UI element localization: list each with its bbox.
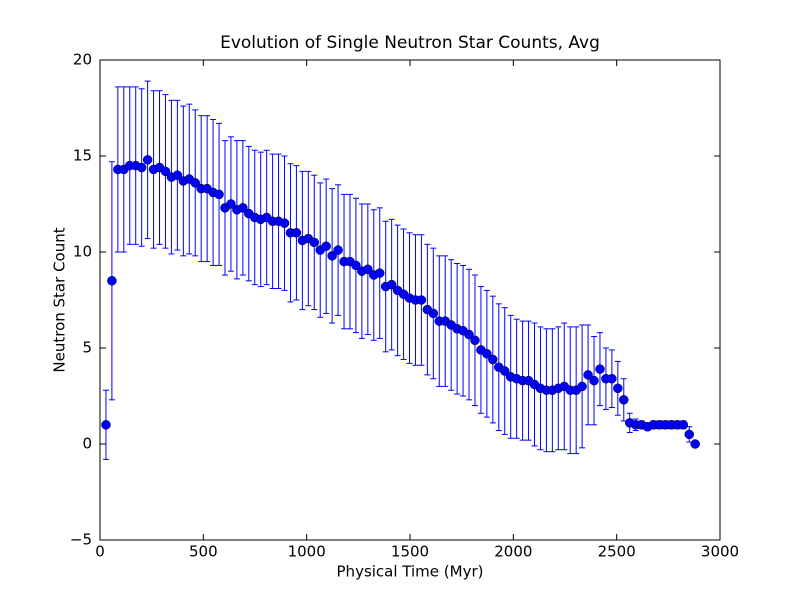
y-tick-label: 5 [82,339,92,357]
x-tick-label: 2500 [598,543,636,561]
y-tick-label: 10 [73,243,92,261]
point [214,189,224,200]
point [607,373,617,384]
x-tick-label: 1000 [288,543,326,561]
point [678,420,689,430]
point [464,329,474,340]
point [351,260,361,271]
point [363,264,373,275]
point [690,439,700,449]
point [619,395,629,405]
point [309,237,320,248]
point [595,364,605,374]
point [428,308,439,319]
x-axis-label: Physical Time (Myr) [337,563,484,581]
point [327,251,337,261]
point [589,375,599,386]
x-tick-label: 500 [189,543,218,561]
point [291,228,302,238]
y-tick-label: −5 [70,531,92,549]
point [583,370,593,380]
point [238,203,248,213]
point [613,383,623,394]
point [386,279,397,290]
point [101,420,111,430]
point [577,381,587,392]
point [416,295,427,305]
chart-title: Evolution of Single Neutron Star Counts,… [220,33,600,53]
point [684,429,694,440]
x-tick-label: 1500 [391,543,429,561]
point [226,199,236,209]
point [279,218,290,228]
point [482,349,492,359]
point [470,335,480,346]
point [488,354,498,365]
y-tick-label: 15 [73,147,92,165]
plot-frame [99,59,721,541]
y-tick-label: 0 [82,435,92,453]
point [333,245,343,255]
x-tick-label: 2000 [494,543,532,561]
y-tick-label: 20 [73,51,92,69]
point [107,276,117,286]
x-tick-label: 3000 [701,543,739,561]
point [499,366,510,376]
point [321,241,331,251]
point [374,268,385,278]
point [142,155,153,165]
x-tick-label: 0 [95,543,105,561]
y-axis-label: Neutron Star Count [51,227,69,372]
point [190,178,200,188]
point [136,162,147,173]
point [172,170,183,180]
point [160,166,171,177]
